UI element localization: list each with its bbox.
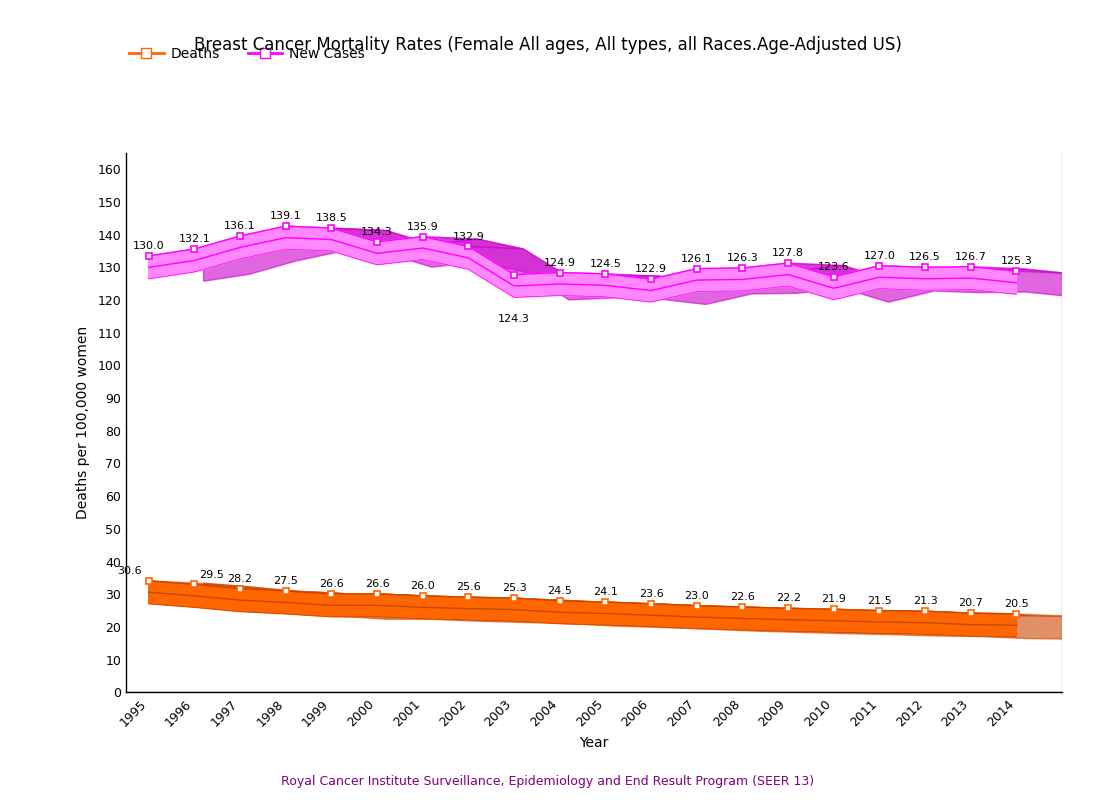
Text: 23.0: 23.0 xyxy=(684,591,710,601)
Polygon shape xyxy=(149,249,250,258)
Text: 134.3: 134.3 xyxy=(361,227,393,237)
Text: 124.5: 124.5 xyxy=(589,259,621,269)
Text: 130.0: 130.0 xyxy=(132,241,164,251)
Text: 22.6: 22.6 xyxy=(730,592,754,602)
Text: 24.1: 24.1 xyxy=(593,587,618,597)
Polygon shape xyxy=(515,598,614,603)
Text: 132.9: 132.9 xyxy=(452,232,484,241)
Polygon shape xyxy=(606,274,706,282)
Text: 25.6: 25.6 xyxy=(457,582,481,592)
Text: 125.3: 125.3 xyxy=(1001,256,1033,266)
Polygon shape xyxy=(879,266,980,270)
Text: 28.2: 28.2 xyxy=(228,574,253,584)
Text: 20.7: 20.7 xyxy=(958,598,983,609)
Text: 127.8: 127.8 xyxy=(772,248,804,258)
Polygon shape xyxy=(377,594,477,598)
Text: 127.0: 127.0 xyxy=(864,251,896,261)
Polygon shape xyxy=(560,601,660,605)
Text: 26.0: 26.0 xyxy=(411,581,435,591)
Polygon shape xyxy=(204,229,1071,304)
Text: 22.2: 22.2 xyxy=(775,593,800,604)
Legend: Deaths, New Cases: Deaths, New Cases xyxy=(124,41,371,66)
Text: 21.9: 21.9 xyxy=(821,594,846,605)
Polygon shape xyxy=(204,584,1071,639)
Polygon shape xyxy=(195,236,295,251)
Text: 27.5: 27.5 xyxy=(274,576,298,586)
Text: 126.3: 126.3 xyxy=(727,253,759,263)
Text: 26.6: 26.6 xyxy=(365,579,390,589)
Text: 135.9: 135.9 xyxy=(407,221,439,232)
Text: 23.6: 23.6 xyxy=(638,588,664,599)
Polygon shape xyxy=(377,237,477,244)
Polygon shape xyxy=(788,263,889,279)
Polygon shape xyxy=(240,588,341,593)
Polygon shape xyxy=(696,268,797,271)
Polygon shape xyxy=(240,226,341,238)
Polygon shape xyxy=(606,602,706,606)
Text: 29.5: 29.5 xyxy=(199,569,223,580)
Polygon shape xyxy=(286,226,387,230)
Text: 126.7: 126.7 xyxy=(955,252,987,262)
Polygon shape xyxy=(971,266,1071,274)
Text: 21.5: 21.5 xyxy=(867,596,891,605)
Text: 30.6: 30.6 xyxy=(117,566,142,576)
Polygon shape xyxy=(332,228,431,244)
Polygon shape xyxy=(925,611,1026,616)
Polygon shape xyxy=(696,605,797,609)
Polygon shape xyxy=(742,263,843,270)
Text: 124.3: 124.3 xyxy=(498,314,530,324)
Polygon shape xyxy=(286,591,387,597)
Text: 124.9: 124.9 xyxy=(544,258,576,268)
Text: 26.6: 26.6 xyxy=(319,579,344,589)
Polygon shape xyxy=(652,604,751,608)
Polygon shape xyxy=(1062,153,1095,701)
Text: 139.1: 139.1 xyxy=(269,211,301,221)
Text: 24.5: 24.5 xyxy=(548,586,573,596)
Polygon shape xyxy=(149,226,1016,302)
Polygon shape xyxy=(879,610,980,613)
Polygon shape xyxy=(195,584,295,591)
Polygon shape xyxy=(423,237,523,249)
Polygon shape xyxy=(925,266,1026,270)
Polygon shape xyxy=(149,581,1016,637)
Text: 20.5: 20.5 xyxy=(1004,599,1029,609)
Text: 138.5: 138.5 xyxy=(315,213,347,223)
Polygon shape xyxy=(149,581,250,587)
Text: 132.1: 132.1 xyxy=(178,234,210,244)
Polygon shape xyxy=(423,596,523,600)
Polygon shape xyxy=(833,266,934,279)
Polygon shape xyxy=(332,594,431,597)
Polygon shape xyxy=(126,692,1095,701)
Polygon shape xyxy=(469,246,569,277)
Polygon shape xyxy=(788,609,889,612)
Text: 123.6: 123.6 xyxy=(818,262,850,272)
X-axis label: Year: Year xyxy=(579,736,609,749)
Text: 21.3: 21.3 xyxy=(913,597,937,606)
Text: Breast Cancer Mortality Rates (Female All ages, All types, all Races.Age-Adjuste: Breast Cancer Mortality Rates (Female Al… xyxy=(194,36,901,54)
Polygon shape xyxy=(515,273,614,277)
Text: 126.5: 126.5 xyxy=(909,253,941,262)
Polygon shape xyxy=(833,609,934,613)
Text: 136.1: 136.1 xyxy=(224,221,256,231)
Text: 122.9: 122.9 xyxy=(635,264,667,275)
Polygon shape xyxy=(652,269,751,282)
Text: 25.3: 25.3 xyxy=(502,584,527,593)
Text: Royal Cancer Institute Surveillance, Epidemiology and End Result Program (SEER 1: Royal Cancer Institute Surveillance, Epi… xyxy=(281,775,814,788)
Polygon shape xyxy=(469,597,569,601)
Text: 126.1: 126.1 xyxy=(681,254,713,264)
Polygon shape xyxy=(971,613,1071,617)
Y-axis label: Deaths per 100,000 women: Deaths per 100,000 women xyxy=(77,326,90,519)
Polygon shape xyxy=(742,607,843,611)
Polygon shape xyxy=(560,273,660,276)
